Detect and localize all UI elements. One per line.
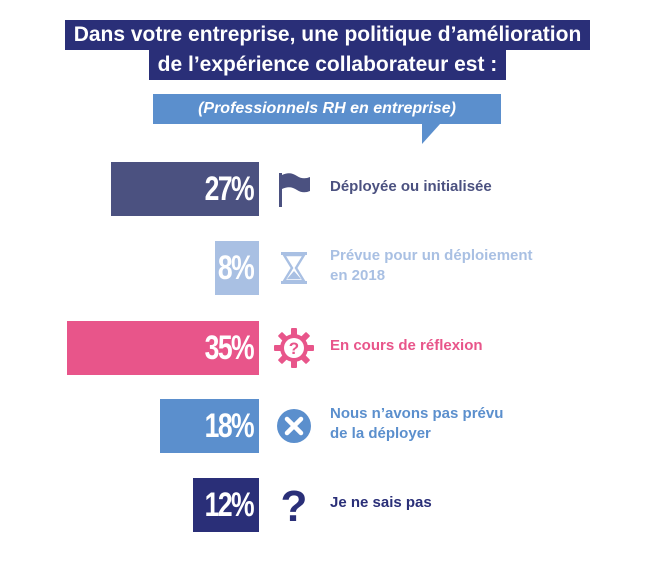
category-label-line: En cours de réflexion <box>330 337 483 354</box>
flag-icon <box>272 167 316 211</box>
category-label-line: Nous n’avons pas prévu <box>330 405 504 422</box>
bar-1: 27% <box>111 162 259 216</box>
svg-text:?: ? <box>281 483 308 527</box>
category-label: Nous n’avons pas prévu de la déployer <box>330 404 503 444</box>
bar-value-label: 35% <box>204 328 255 367</box>
bar-2: 8% <box>215 241 259 295</box>
bar-value-label: 27% <box>204 169 255 208</box>
category-label: Prévue pour un déploiement en 2018 <box>330 246 533 286</box>
bar-value-label: 8% <box>217 248 255 287</box>
category-label: En cours de réflexion <box>330 336 483 356</box>
hourglass-icon <box>272 246 316 290</box>
question-mark-icon: ? <box>272 482 316 531</box>
subtitle: (Professionnels RH en entreprise) <box>153 94 501 124</box>
category-label-line: Déployée ou initialisée <box>330 178 492 195</box>
category-label: Déployée ou initialisée <box>330 177 492 197</box>
circle-x-icon <box>272 404 316 448</box>
category-label-line: Je ne sais pas <box>330 494 432 511</box>
category-label-line: en 2018 <box>330 267 386 284</box>
title-line-2: de l’expérience collaborateur est : <box>148 50 507 80</box>
bar-5: 12% <box>193 478 259 532</box>
category-label-line: de la déployer <box>330 425 431 442</box>
bar-value-label: 12% <box>204 485 255 524</box>
subtitle-pointer <box>422 124 440 144</box>
gear-question-icon: ? <box>272 326 316 370</box>
bar-4: 18% <box>160 399 259 453</box>
category-label-line: Prévue pour un déploiement <box>330 247 533 264</box>
svg-text:?: ? <box>289 339 299 358</box>
bar-3: 35% <box>67 321 259 375</box>
category-label: Je ne sais pas <box>330 493 432 513</box>
bar-value-label: 18% <box>204 406 255 445</box>
chart-title: Dans votre entreprise, une politique d’a… <box>0 20 655 80</box>
title-line-1: Dans votre entreprise, une politique d’a… <box>64 20 591 50</box>
